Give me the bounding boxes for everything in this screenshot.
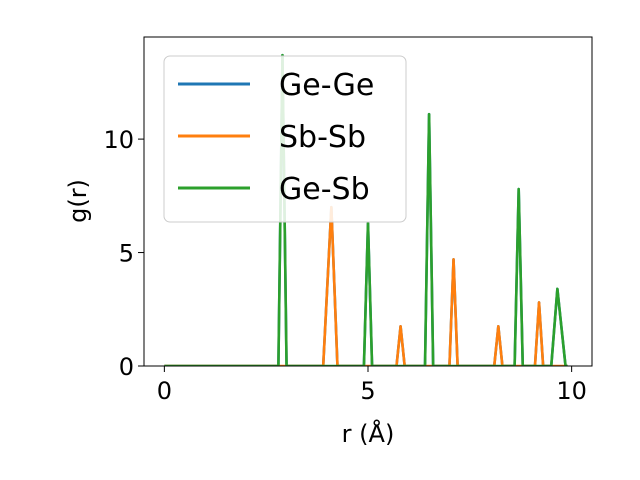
y-tick-label: 10 <box>103 126 134 154</box>
y-axis-label: g(r) <box>64 179 92 223</box>
x-axis-label: r (Å) <box>342 419 395 448</box>
legend-label-sb-sb: Sb-Sb <box>279 120 366 155</box>
legend-box <box>163 55 407 223</box>
legend-label-ge-sb: Ge-Sb <box>279 172 370 207</box>
x-tick-label: 5 <box>360 377 375 405</box>
y-tick-label: 0 <box>119 353 134 381</box>
legend-label-ge-ge: Ge-Ge <box>279 68 374 103</box>
series-line-ge-sb <box>164 53 568 366</box>
x-tick-label: 0 <box>157 377 172 405</box>
series-layer <box>164 53 568 366</box>
x-axis-ticks: 0 5 10 <box>157 366 587 405</box>
plot-area <box>143 36 593 367</box>
series-line-sb-sb <box>164 205 568 366</box>
y-axis-ticks: 0 5 10 <box>103 126 144 381</box>
y-tick-label: 5 <box>119 240 134 268</box>
x-tick-label: 10 <box>556 377 587 405</box>
legend: Ge-Ge Sb-Sb Ge-Sb <box>163 55 407 223</box>
